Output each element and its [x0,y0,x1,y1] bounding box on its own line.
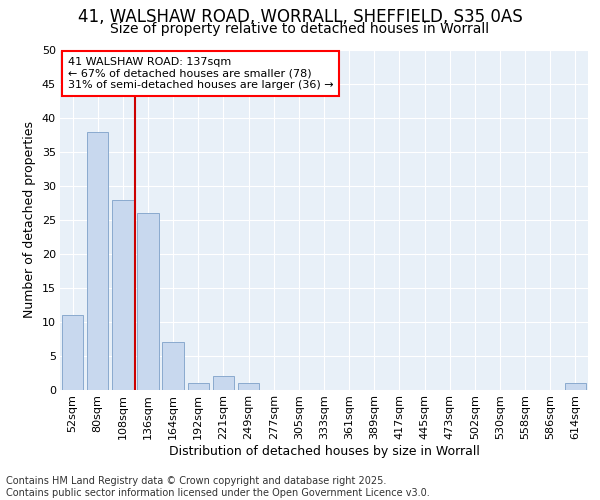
Bar [213,376,234,390]
Bar [87,132,109,390]
Text: 41 WALSHAW ROAD: 137sqm
← 67% of detached houses are smaller (78)
31% of semi-de: 41 WALSHAW ROAD: 137sqm ← 67% of detache… [68,57,334,90]
Bar [62,315,83,390]
Text: 41, WALSHAW ROAD, WORRALL, SHEFFIELD, S35 0AS: 41, WALSHAW ROAD, WORRALL, SHEFFIELD, S3… [77,8,523,26]
Text: Contains HM Land Registry data © Crown copyright and database right 2025.
Contai: Contains HM Land Registry data © Crown c… [6,476,430,498]
Bar [163,342,184,390]
Bar [238,383,259,390]
Bar [112,200,134,390]
Bar [137,213,158,390]
X-axis label: Distribution of detached houses by size in Worrall: Distribution of detached houses by size … [169,445,479,458]
Bar [188,383,209,390]
Y-axis label: Number of detached properties: Number of detached properties [23,122,36,318]
Text: Size of property relative to detached houses in Worrall: Size of property relative to detached ho… [110,22,490,36]
Bar [565,383,586,390]
